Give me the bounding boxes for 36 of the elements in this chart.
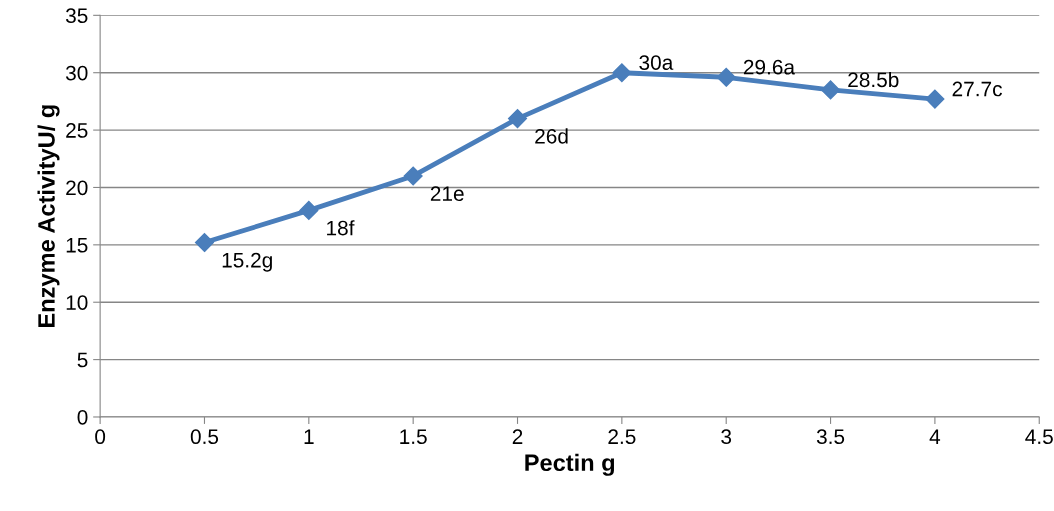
y-tick-label: 10 [66,295,88,310]
x-tick-label: 2 [512,429,523,444]
data-label: 30a [639,55,674,70]
y-tick-label: 20 [66,180,88,196]
data-label: 28.5b [848,71,899,88]
data-label: 26d [535,128,568,144]
x-tick-label: 1 [304,429,314,444]
y-axis-title: Enzyme ActivityU/ g [37,105,60,327]
y-tick-label: 0 [77,409,88,425]
y-tick-label: 15 [66,238,88,253]
data-label: 27.7c [952,81,1002,97]
point [299,200,319,220]
data-label: 21e [430,186,464,202]
x-tick-label: 1.5 [400,429,427,445]
x-tick-label: 3 [721,429,732,445]
y-tick-label: 30 [65,65,88,81]
x-tick-label: 3.5 [816,429,845,445]
x-tick-label: 0.5 [190,429,219,445]
data-label: 29.6a [743,59,796,75]
y-tick-label: 35 [65,8,88,24]
point [821,80,841,100]
x-axis-title: Pectin g [525,453,615,476]
point [612,63,632,83]
point [716,67,736,87]
point [403,166,423,186]
y-tick-label: 5 [77,352,88,368]
point [194,233,215,253]
point [507,109,528,129]
x-tick-label: 4 [929,429,941,444]
x-tick-label: 2.5 [608,429,636,445]
x-tick-label: 0 [95,429,106,445]
data-label: 18f [327,220,355,236]
y-tick-label: 25 [66,123,88,138]
data-label: 15.2g [222,252,272,272]
x-tick-label: 4.5 [1025,429,1053,445]
point [925,89,945,109]
